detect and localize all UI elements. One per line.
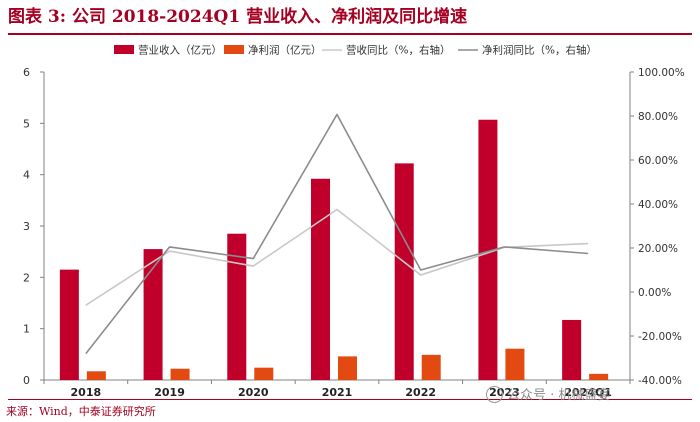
y-tick-label: 0 <box>23 374 30 387</box>
source-divider <box>8 399 692 400</box>
revenue-bar <box>227 233 247 380</box>
revenue-bar <box>394 163 414 380</box>
y-tick-label: 1 <box>23 323 30 336</box>
y2-tick-label: 0.00% <box>638 287 671 299</box>
legend-label-4: 净利润同比（%，右轴） <box>482 44 597 57</box>
y2-tick-label: 100.00% <box>638 67 685 79</box>
y-tick-label: 3 <box>23 220 30 233</box>
legend-label-2: 净利润（亿元） <box>248 44 322 57</box>
y2-tick-label: 80.00% <box>638 111 678 123</box>
y-tick-label: 6 <box>23 66 30 79</box>
y-tick-label: 5 <box>23 117 30 130</box>
legend-swatch-2 <box>224 45 244 54</box>
x-tick-label: 2022 <box>405 386 436 399</box>
title-divider <box>8 33 692 35</box>
net-profit-bar <box>421 354 441 380</box>
source-note: 来源：Wind，中泰证券研究所 <box>6 405 156 418</box>
revenue-bar <box>59 269 79 380</box>
legend-swatch-1 <box>114 45 134 54</box>
watermark-text: 公众号 · 机械盛宴 <box>507 388 611 403</box>
watermark: 公众号 · 机械盛宴 <box>486 384 610 404</box>
revenue-bar <box>478 119 498 381</box>
y2-tick-label: 60.00% <box>638 155 678 167</box>
x-tick-label: 2021 <box>322 386 353 399</box>
x-tick-label: 2024Q1 <box>564 386 612 399</box>
profit-growth-line <box>85 113 589 355</box>
x-tick-label: 2019 <box>154 386 185 399</box>
y2-tick-label: 20.00% <box>638 243 678 255</box>
chart-title: 图表 3: 公司 2018-2024Q1 营业收入、净利润及同比增速 <box>8 7 468 27</box>
net-profit-bar <box>86 371 106 380</box>
wechat-icon <box>486 386 503 403</box>
y2-tick-label: -40.00% <box>638 375 682 387</box>
net-profit-bar <box>505 348 525 380</box>
net-profit-bar <box>170 368 190 380</box>
legend-label-3: 营收同比（%，右轴） <box>346 44 450 57</box>
y2-tick-label: -20.00% <box>638 331 682 343</box>
revenue-profit-chart: 营业收入（亿元） 净利润（亿元） 营收同比（%，右轴） 净利润同比（%，右轴） 0 1 2 3… <box>23 44 685 400</box>
revenue-bar <box>143 249 163 380</box>
y2-tick-label: 40.00% <box>638 199 678 211</box>
y-tick-label: 4 <box>23 169 30 182</box>
net-profit-bar <box>589 373 609 380</box>
y-tick-label: 2 <box>23 271 30 284</box>
legend-label-1: 营业收入（亿元） <box>138 44 222 57</box>
x-tick-label: 2018 <box>71 386 102 399</box>
net-profit-bar <box>338 356 357 380</box>
revenue-bar <box>562 319 582 380</box>
net-profit-bar <box>254 367 274 380</box>
revenue-bar <box>311 178 330 380</box>
x-tick-label: 2020 <box>238 386 269 399</box>
